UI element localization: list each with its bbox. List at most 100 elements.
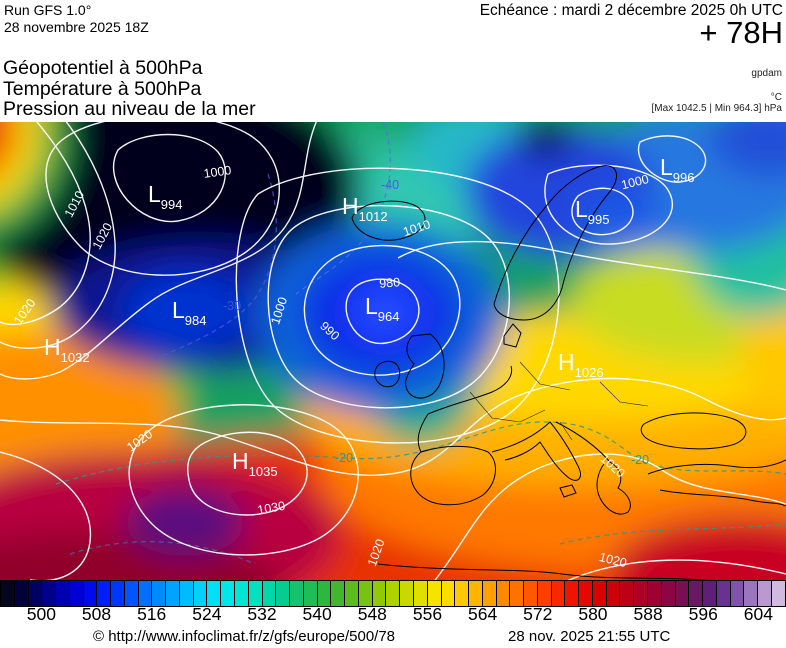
high-pressure-label: H1026	[558, 349, 604, 380]
temperature-label: -40	[381, 178, 399, 192]
colorbar-cell	[509, 580, 525, 607]
isobar-label: 1000	[620, 172, 650, 192]
colorbar-cell	[619, 580, 635, 607]
pressure-contours	[0, 122, 786, 580]
colorbar-cell	[82, 580, 98, 607]
colorbar-cell	[591, 580, 607, 607]
colorbar-cell	[399, 580, 414, 607]
colorbar-cell	[96, 580, 112, 607]
colorbar-cell	[68, 580, 84, 607]
low-pressure-label: L964	[365, 293, 400, 324]
colorbar-cell	[536, 580, 552, 607]
colorbar-cell	[234, 580, 249, 607]
colorbar-cell	[137, 580, 153, 607]
pressure-extremes: [Max 1042.5 | Min 964.3] hPa	[651, 103, 782, 114]
low-pressure-label: L995	[575, 196, 610, 227]
colorbar-cell	[261, 580, 277, 607]
colorbar-tick-label: 588	[633, 604, 663, 624]
colorbar-tick-label: 548	[357, 604, 387, 624]
colorbar-cell	[110, 580, 125, 607]
colorbar-cell	[0, 580, 15, 607]
title-pressure: Pression au niveau de la mer	[3, 98, 256, 120]
colorbar-cell	[412, 580, 428, 607]
colorbar-cell	[605, 580, 621, 607]
colorbar-tick-label: 556	[412, 604, 443, 624]
colorbar-tick-label: 516	[137, 604, 167, 624]
colorbar-tick-label: 508	[81, 604, 112, 624]
colorbar-cell	[178, 580, 194, 607]
colorbar-cells	[0, 580, 786, 607]
run-date: 28 novembre 2025 18Z	[4, 19, 149, 35]
generation-time: 28 nov. 2025 21:55 UTC	[508, 628, 671, 645]
isobar-label: 1030	[256, 499, 286, 518]
colorbar-cell	[151, 580, 167, 607]
low-pressure-label: L994	[148, 181, 183, 212]
chart-titles: Géopotentiel à 500hPa Température à 500h…	[3, 58, 256, 120]
colorbar-cell	[550, 580, 566, 607]
colorbar-cell	[123, 580, 139, 607]
temperature-contours	[55, 122, 786, 565]
temperature-label: -20	[631, 453, 649, 467]
colorbar-cell	[468, 580, 483, 607]
lead-time: + 78H	[699, 15, 783, 50]
colorbar-cell	[344, 580, 359, 607]
colorbar-cell	[564, 580, 580, 607]
colorbar-cell	[454, 580, 470, 607]
temperature-field	[0, 122, 786, 580]
chart-units: gpdam °C [Max 1042.5 | Min 964.3] hPa	[652, 68, 782, 114]
valid-time-block: Echéance : mardi 2 décembre 2025 0h UTC …	[479, 2, 783, 50]
colorbar-cell	[357, 580, 373, 607]
colorbar-cell	[440, 580, 456, 607]
unit-geopotential: gpdam	[751, 68, 782, 79]
colorbar-cell	[289, 580, 304, 607]
low-pressure-label: L984	[172, 297, 207, 328]
isobar-label: 1000	[203, 163, 233, 181]
colorbar-cell	[220, 580, 236, 607]
colorbar-cell	[192, 580, 208, 607]
high-pressure-label: H1035	[232, 448, 278, 479]
colorbar-cell	[481, 580, 497, 607]
colorbar-cell	[275, 580, 291, 607]
colorbar-cell	[757, 580, 772, 607]
colorbar-cell	[385, 580, 401, 607]
colorbar-cell	[165, 580, 180, 607]
colorbar-cell	[523, 580, 538, 607]
title-geopotential: Géopotentiel à 500hPa	[3, 57, 203, 79]
colorbar-tick-label: 604	[743, 604, 774, 624]
colorbar-cell	[13, 580, 29, 607]
isobar-label: 980	[379, 275, 401, 291]
high-pressure-label: H1032	[44, 334, 90, 365]
colorbar-cell	[578, 580, 593, 607]
colorbar-cell	[330, 580, 346, 607]
temperature-label: -30	[223, 299, 241, 313]
colorbar-tick-label: 540	[302, 604, 332, 624]
colorbar-cell	[688, 580, 704, 607]
colorbar-cell	[302, 580, 318, 607]
run-info: Run GFS 1.0° 28 novembre 2025 18Z	[4, 2, 149, 36]
colorbar-cell	[660, 580, 676, 607]
copyright-url: © http://www.infoclimat.fr/z/gfs/europe/…	[93, 628, 396, 645]
colorbar-cell	[27, 580, 43, 607]
colorbar-cell	[715, 580, 731, 607]
colorbar-cell	[371, 580, 387, 607]
colorbar-ticks: 500 508 516 524 532 540 548 556 564 572 580 588 596 6…	[0, 604, 786, 626]
run-model: Run GFS 1.0°	[4, 2, 92, 18]
unit-temperature: °C	[770, 92, 782, 103]
temperature-label: -20	[335, 451, 353, 465]
colorbar-tick-label: 532	[247, 604, 277, 624]
colorbar-cell	[674, 580, 690, 607]
colorbar-cell	[316, 580, 332, 607]
colorbar-cell	[729, 580, 745, 607]
colorbar-tick-label: 596	[688, 604, 718, 624]
colorbar	[0, 580, 786, 607]
colorbar-tick-label: 500	[26, 604, 56, 624]
colorbar-tick-label: 572	[523, 604, 553, 624]
colorbar-tick-label: 580	[578, 604, 608, 624]
title-temperature: Température à 500hPa	[3, 77, 202, 100]
colorbar-cell	[646, 580, 662, 607]
coastlines	[351, 165, 786, 580]
low-pressure-label: L996	[660, 154, 695, 185]
valid-time: Echéance : mardi 2 décembre 2025 0h UTC	[479, 2, 783, 19]
weather-map: L994 L984 L964 L995 L996 H1032 H1012 H1026 H1035…	[0, 122, 786, 580]
